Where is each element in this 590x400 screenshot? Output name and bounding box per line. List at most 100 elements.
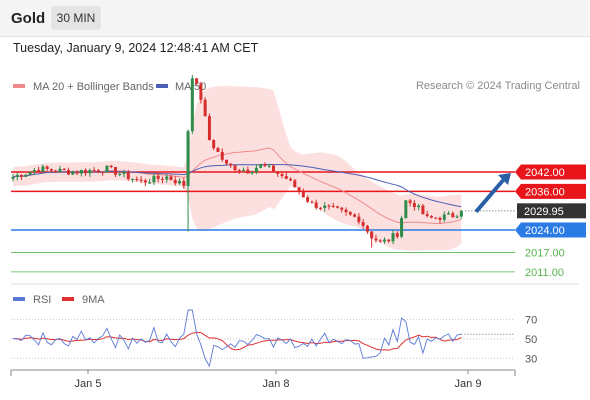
- candle-body: [442, 214, 446, 220]
- candle-body: [122, 171, 126, 175]
- candle: [11, 174, 15, 182]
- candle: [37, 166, 41, 173]
- candle-body: [71, 172, 75, 175]
- candle-body: [186, 131, 190, 186]
- candle: [75, 170, 79, 176]
- projection-arrow-group: [474, 173, 511, 214]
- tag-target[interactable]: 2017.00: [525, 248, 565, 260]
- candle-body: [421, 205, 425, 215]
- candle: [105, 165, 109, 173]
- candle-body: [54, 170, 58, 172]
- candle: [88, 168, 92, 177]
- candle-body: [220, 151, 224, 160]
- candle-body: [434, 217, 438, 219]
- level-tags[interactable]: 2042.00 2036.00 2029.95 2024.00 2017.00 2011.…: [515, 164, 586, 279]
- candle-body: [280, 174, 284, 177]
- candle-body: [225, 159, 228, 164]
- candle-body: [306, 197, 310, 202]
- tag-support-label: 2024.00: [525, 225, 565, 237]
- candle-body: [190, 78, 194, 132]
- candle: [160, 176, 164, 184]
- candle-body: [15, 175, 19, 177]
- candle: [284, 172, 288, 180]
- candle: [186, 129, 190, 232]
- candle: [126, 169, 130, 181]
- candle: [156, 172, 160, 183]
- candle-body: [101, 171, 105, 173]
- candle-body: [178, 180, 182, 184]
- candle: [447, 211, 451, 215]
- candle: [310, 200, 314, 204]
- candle-body: [353, 214, 357, 217]
- candle-body: [88, 169, 92, 174]
- candle: [404, 200, 408, 219]
- candle: [361, 219, 365, 229]
- tag-last-price[interactable]: 2029.95: [517, 203, 586, 219]
- tag-resistance[interactable]: 2036.00: [515, 183, 586, 199]
- candle-body: [293, 180, 297, 188]
- legend-swatch-rsi: [13, 297, 25, 301]
- candle: [348, 211, 352, 216]
- candle-body: [41, 166, 45, 172]
- candle-body: [229, 163, 233, 166]
- rsi-legend: RSI 9MA: [13, 294, 105, 306]
- candle: [62, 168, 66, 171]
- candle-body: [212, 139, 216, 149]
- candle: [24, 173, 28, 178]
- candle: [425, 210, 429, 218]
- candle-body: [45, 166, 49, 169]
- timeframe-button[interactable]: 30 MIN: [51, 6, 101, 30]
- candle: [271, 164, 275, 173]
- candle: [135, 176, 139, 182]
- legend-swatch-ma50: [156, 84, 168, 88]
- rsi-line: [12, 309, 462, 368]
- candle: [353, 213, 357, 218]
- candle: [438, 216, 442, 224]
- candle-body: [310, 201, 314, 203]
- candle: [365, 224, 369, 234]
- candle: [246, 166, 250, 174]
- candle: [455, 214, 459, 219]
- candle: [182, 178, 186, 189]
- candle-body: [37, 170, 41, 172]
- candle: [434, 217, 438, 220]
- rsi-9ma-line: [12, 331, 462, 351]
- candle: [28, 171, 32, 175]
- candle: [331, 202, 335, 208]
- candle: [412, 200, 416, 211]
- candle: [148, 178, 152, 185]
- candle-body: [182, 180, 186, 186]
- candle: [344, 207, 348, 216]
- tag-resistance[interactable]: 2042.00: [515, 164, 586, 180]
- bollinger-band-area: [13, 85, 462, 251]
- legend-swatch-ma20: [13, 84, 25, 88]
- tag-target[interactable]: 2011.00: [525, 267, 564, 279]
- candle-body: [165, 176, 169, 180]
- legend-label-ma50: MA 50: [175, 81, 206, 93]
- tag-support[interactable]: 2024.00: [515, 222, 586, 238]
- candle: [122, 169, 126, 178]
- bollinger-band: [13, 85, 462, 251]
- candle-body: [105, 165, 109, 173]
- tag-support-bg: [515, 222, 586, 238]
- legend-swatch-9ma: [62, 297, 74, 301]
- candle-body: [237, 170, 241, 172]
- tag-resistance-label: 2042.00: [525, 167, 565, 179]
- candle-body: [156, 175, 160, 179]
- candle-body: [429, 216, 433, 218]
- candle-body: [447, 213, 451, 215]
- candle-body: [425, 214, 429, 217]
- candle-body: [250, 171, 254, 174]
- candle-body: [79, 169, 83, 174]
- candle-body: [49, 168, 53, 171]
- moving-averages: [12, 147, 462, 225]
- candle-body: [143, 180, 147, 183]
- candle: [225, 159, 228, 166]
- candle-body: [75, 172, 79, 174]
- candle-body: [254, 167, 258, 172]
- candle: [165, 174, 169, 183]
- tag-target-label: 2017.00: [525, 248, 565, 260]
- rsi-tick-label: 30: [525, 353, 537, 365]
- candle: [20, 174, 24, 181]
